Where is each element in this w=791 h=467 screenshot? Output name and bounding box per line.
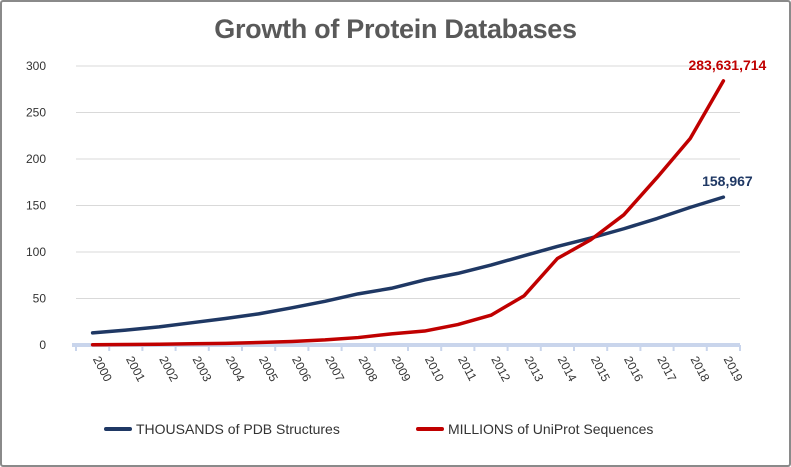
x-tick-label-2015: 2015 bbox=[588, 354, 613, 384]
x-tick-label-2008: 2008 bbox=[356, 354, 381, 384]
legend-swatch-uniprot bbox=[416, 427, 444, 431]
legend-label-pdb: THOUSANDS of PDB Structures bbox=[136, 421, 340, 437]
x-tick-label-2006: 2006 bbox=[289, 354, 314, 384]
series-line-1 bbox=[90, 79, 726, 347]
x-tick-label-2011: 2011 bbox=[455, 354, 480, 384]
x-tick-label-2018: 2018 bbox=[688, 354, 713, 384]
x-tick-label-2004: 2004 bbox=[223, 354, 248, 384]
y-tick-label-150: 150 bbox=[26, 199, 46, 213]
x-tick-label-2016: 2016 bbox=[621, 354, 646, 384]
x-tick-label-2002: 2002 bbox=[156, 354, 181, 384]
y-tick-label-200: 200 bbox=[26, 152, 46, 166]
y-tick-label-0: 0 bbox=[39, 338, 46, 352]
legend: THOUSANDS of PDB Structures MILLIONS of … bbox=[0, 421, 791, 443]
legend-item-pdb: THOUSANDS of PDB Structures bbox=[104, 421, 340, 437]
series-line-0 bbox=[90, 195, 726, 335]
y-tick-label-300: 300 bbox=[26, 59, 46, 73]
y-tick-label-250: 250 bbox=[26, 106, 46, 120]
x-tick-label-2012: 2012 bbox=[488, 354, 513, 384]
y-tick-label-50: 50 bbox=[33, 292, 47, 306]
x-tick-label-2005: 2005 bbox=[256, 354, 281, 384]
y-tick-label-100: 100 bbox=[26, 245, 46, 259]
x-tick-label-2001: 2001 bbox=[123, 354, 148, 384]
x-tick-label-2019: 2019 bbox=[721, 354, 746, 384]
legend-label-uniprot: MILLIONS of UniProt Sequences bbox=[448, 421, 654, 437]
x-tick-label-2007: 2007 bbox=[322, 354, 347, 384]
legend-item-uniprot: MILLIONS of UniProt Sequences bbox=[416, 421, 653, 437]
x-tick-label-2010: 2010 bbox=[422, 354, 447, 384]
end-data-label-0: 158,967 bbox=[702, 173, 753, 189]
end-data-label-1: 283,631,714 bbox=[688, 57, 766, 73]
x-tick-label-2013: 2013 bbox=[522, 354, 547, 384]
x-tick-label-2003: 2003 bbox=[190, 354, 215, 384]
chart-title: Growth of Protein Databases bbox=[214, 14, 577, 44]
x-tick-label-2017: 2017 bbox=[654, 354, 679, 384]
x-tick-label-2009: 2009 bbox=[389, 354, 414, 384]
legend-swatch-pdb bbox=[104, 427, 132, 431]
x-tick-label-2000: 2000 bbox=[90, 354, 115, 384]
x-tick-label-2014: 2014 bbox=[555, 354, 580, 384]
